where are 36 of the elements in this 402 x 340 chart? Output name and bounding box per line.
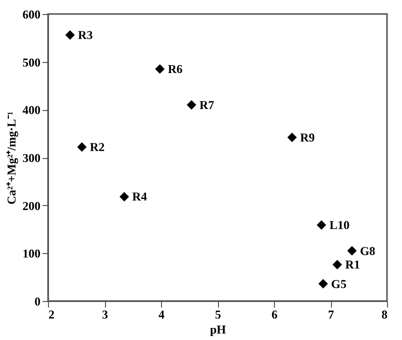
x-tick-label: 5: [215, 308, 221, 322]
point: [65, 30, 75, 40]
point: [332, 260, 342, 270]
point: [186, 100, 196, 110]
point: [77, 142, 87, 152]
x-tick-label: 6: [272, 308, 278, 322]
annotation: R1: [345, 258, 360, 272]
point: [287, 132, 297, 142]
annotation: R9: [300, 130, 315, 144]
point: [318, 279, 328, 289]
annotation: R7: [200, 98, 214, 112]
point: [120, 192, 130, 202]
y-tick-label: 200: [22, 198, 40, 213]
y-tick-label: 500: [22, 55, 40, 70]
y-tick-label: 600: [22, 8, 40, 22]
annotation: R4: [132, 190, 147, 204]
y-tick-label: 100: [22, 246, 40, 261]
annotation: G5: [331, 276, 346, 291]
annotation: L10: [329, 218, 350, 232]
y-tick-label: 300: [22, 151, 40, 165]
x-axis-title: pH: [210, 322, 227, 336]
y-tick-label: 400: [22, 103, 40, 118]
annotation: R6: [168, 62, 183, 76]
x-tick-label: 2: [48, 308, 54, 322]
x-tick-label: 4: [158, 308, 164, 322]
y-axis-title: Ca²⁺+Mg²⁺/mg·L⁻¹: [4, 111, 18, 204]
x-tick-label: 7: [328, 308, 334, 322]
x-tick-label: 8: [382, 308, 388, 322]
annotation: R3: [78, 28, 93, 42]
point: [347, 246, 357, 256]
annotation: R2: [90, 140, 105, 154]
point: [155, 64, 165, 74]
annotation: G8: [360, 244, 376, 258]
x-tick-label: 3: [102, 308, 108, 322]
point: [316, 220, 326, 230]
y-tick-label: 0: [34, 294, 40, 308]
